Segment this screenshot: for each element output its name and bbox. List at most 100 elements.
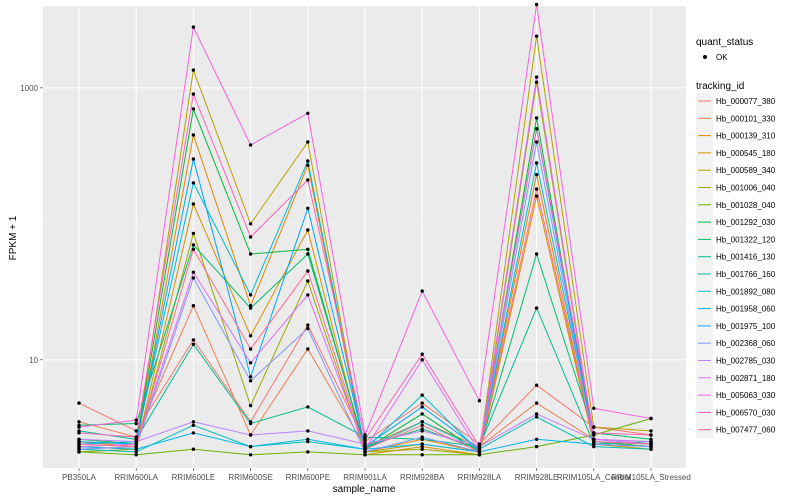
x-axis-title: sample_name xyxy=(333,484,396,495)
data-point xyxy=(306,405,310,409)
data-point xyxy=(420,358,424,362)
data-point xyxy=(420,412,424,416)
data-point xyxy=(248,444,253,449)
data-point xyxy=(248,433,253,437)
data-point xyxy=(363,450,367,454)
data-point xyxy=(534,252,539,256)
data-point xyxy=(77,425,81,429)
data-point xyxy=(306,269,310,273)
data-point xyxy=(477,447,482,451)
data-point xyxy=(306,228,310,232)
data-point xyxy=(420,444,424,449)
legend-title-quant-status: quant_status xyxy=(696,37,753,48)
data-point xyxy=(363,447,367,451)
data-point xyxy=(420,289,424,293)
data-point xyxy=(248,304,253,308)
data-point xyxy=(191,231,196,236)
data-point xyxy=(248,379,253,383)
data-point xyxy=(248,143,253,147)
data-point xyxy=(363,453,367,457)
legend-label: Hb_000139_310 xyxy=(716,132,776,141)
data-point xyxy=(248,235,253,239)
x-tick-label: RRIM901LA xyxy=(343,473,387,482)
data-point xyxy=(191,133,196,137)
data-point xyxy=(77,444,81,449)
data-points xyxy=(77,2,653,457)
data-point xyxy=(191,92,196,96)
data-point xyxy=(534,187,539,191)
legend-label: Hb_000101_330 xyxy=(716,114,776,123)
data-point xyxy=(248,222,253,226)
y-axis: 10 1000 xyxy=(20,84,43,365)
data-point xyxy=(306,163,310,167)
data-point xyxy=(649,429,653,433)
data-point xyxy=(306,293,310,297)
data-point xyxy=(248,403,253,408)
data-point xyxy=(77,401,81,405)
data-point xyxy=(134,418,138,422)
data-point xyxy=(191,342,196,346)
data-point xyxy=(191,68,196,72)
legend-label: Hb_000545_180 xyxy=(716,149,776,158)
data-point xyxy=(248,421,253,426)
data-point xyxy=(534,127,539,131)
data-point xyxy=(420,393,424,397)
data-point xyxy=(306,159,310,163)
data-point xyxy=(534,412,539,416)
x-tick-label: RRIM600LA xyxy=(114,473,158,482)
x-tick-label: RRIM600SE xyxy=(228,473,272,482)
data-point xyxy=(534,306,539,310)
data-point xyxy=(306,178,310,182)
data-point xyxy=(248,375,253,379)
data-point xyxy=(592,442,596,446)
data-point xyxy=(77,431,81,435)
data-point xyxy=(420,423,424,427)
data-point xyxy=(420,435,424,439)
data-point xyxy=(191,202,196,206)
data-point xyxy=(248,306,253,310)
legend-label: Hb_002368_060 xyxy=(716,339,776,348)
data-point xyxy=(363,442,367,446)
legend-label: Hb_006570_030 xyxy=(716,408,776,417)
data-point xyxy=(191,276,196,280)
x-tick-label: RRIM105LA_Control xyxy=(557,473,631,482)
data-point xyxy=(306,252,310,256)
legend-label: Hb_001292_030 xyxy=(716,218,776,227)
legend-title-tracking-id: tracking_id xyxy=(696,81,744,92)
data-point xyxy=(534,194,539,198)
data-point xyxy=(191,447,196,451)
data-point xyxy=(592,444,596,449)
data-point xyxy=(191,107,196,111)
data-point xyxy=(534,140,539,144)
data-point xyxy=(306,429,310,433)
data-point xyxy=(477,444,482,449)
legend: quant_status OK tracking_id Hb_000077_38… xyxy=(696,37,776,439)
data-point xyxy=(477,442,482,446)
data-point xyxy=(306,140,310,144)
data-point xyxy=(191,181,196,185)
data-point xyxy=(306,437,310,441)
legend-label: Hb_000077_380 xyxy=(716,97,776,106)
data-point xyxy=(420,429,424,433)
x-tick-label: RRIM600PE xyxy=(286,473,330,482)
y-axis-title: FPKM + 1 xyxy=(8,215,19,260)
data-point xyxy=(134,447,138,451)
x-tick-label: RRIM105LA_Stressed xyxy=(611,473,691,482)
data-point xyxy=(77,450,81,454)
data-point xyxy=(420,401,424,405)
data-point xyxy=(534,2,539,7)
data-point xyxy=(592,406,596,410)
legend-label-ok: OK xyxy=(716,53,728,62)
data-point xyxy=(134,450,138,454)
data-point xyxy=(134,453,138,457)
legend-label: Hb_001766_160 xyxy=(716,270,776,279)
data-point xyxy=(191,420,196,424)
data-point xyxy=(248,347,253,351)
data-point xyxy=(363,444,367,449)
legend-items: Hb_000077_380 Hb_000101_330 Hb_000139_310 H… xyxy=(696,93,776,439)
y-tick-label: 1000 xyxy=(20,84,38,93)
data-point xyxy=(134,439,138,444)
data-point xyxy=(420,442,424,446)
data-point xyxy=(248,361,253,365)
data-point xyxy=(420,352,424,356)
